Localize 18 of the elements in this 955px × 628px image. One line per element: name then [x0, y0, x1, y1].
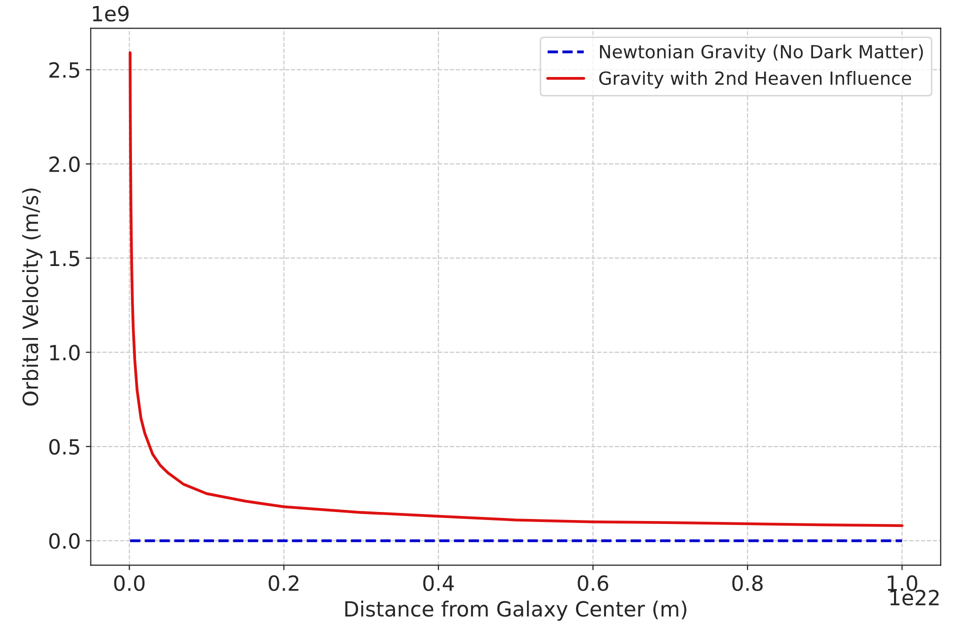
text: 1e9 [93, 6, 129, 22]
legend-label: Newtonian Gravity (No Dark Matter) [600, 44, 923, 62]
legend-label: Gravity with 2nd Heaven Influence [599, 71, 912, 88]
y-tick-label: 0.5 [49, 438, 80, 455]
y-tick-label: 1.0 [50, 344, 80, 361]
y-tick-label: 1.5 [50, 250, 80, 266]
text: 1e22 [890, 590, 939, 606]
x-tick-label: 0.8 [732, 575, 763, 592]
x-axis-title: Distance from Galaxy Center (m) [345, 600, 686, 621]
y-tick-label: 2.5 [49, 62, 80, 78]
y-axis-title: Orbital Velocity (m/s) [22, 188, 42, 406]
x-tick-label: 1.0 [888, 575, 918, 592]
y-tick-label: 0.0 [49, 533, 80, 549]
x-tick-label: 0.6 [578, 575, 608, 592]
y-tick-label: 2.0 [49, 156, 80, 172]
x-tick-label: 0.2 [268, 575, 298, 592]
x-tick-label: 0.0 [114, 575, 145, 592]
x-tick-label: 0.4 [423, 575, 454, 592]
